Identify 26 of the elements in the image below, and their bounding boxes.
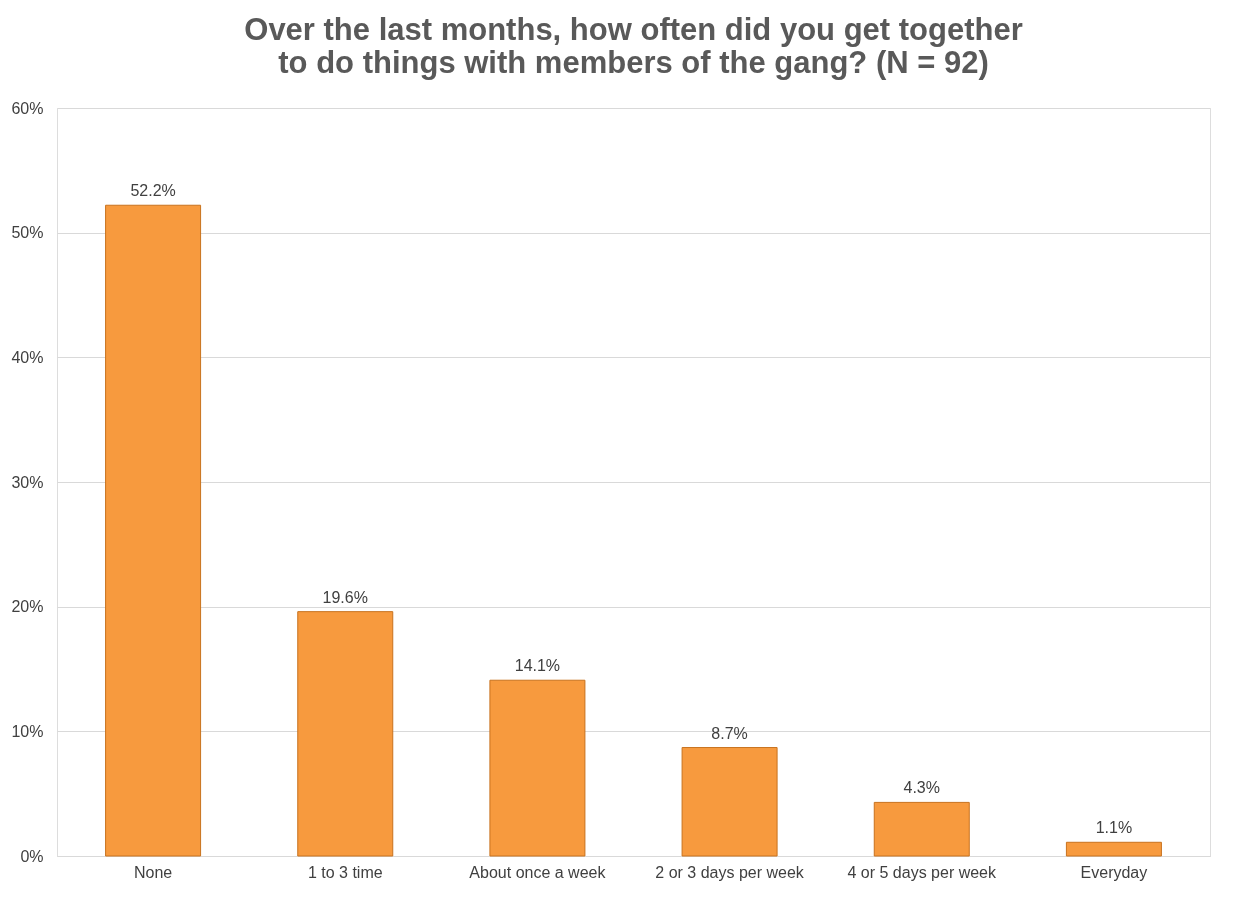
x-tick-label: About once a week bbox=[469, 863, 607, 881]
x-tick-label: 4 or 5 days per week bbox=[847, 863, 998, 881]
y-tick-label: 0% bbox=[20, 847, 44, 865]
data-label: 8.7% bbox=[711, 724, 748, 742]
y-tick-label: 20% bbox=[11, 598, 44, 616]
chart-title: Over the last months, how often did you get together to do things with members of the gang? (N = 92) bbox=[244, 12, 1023, 80]
y-tick-label: 10% bbox=[11, 722, 44, 740]
x-tick-label: 1 to 3 time bbox=[307, 863, 383, 881]
data-label: 14.1% bbox=[514, 657, 561, 675]
y-tick-label: 40% bbox=[11, 348, 44, 366]
x-tick-label: Everyday bbox=[1080, 863, 1148, 881]
data-label: 1.1% bbox=[1095, 819, 1133, 837]
bar bbox=[105, 204, 202, 857]
data-label: 19.6% bbox=[322, 588, 368, 606]
y-tick-label: 50% bbox=[11, 224, 44, 242]
bar bbox=[873, 801, 970, 857]
bar bbox=[489, 679, 586, 857]
bar bbox=[1065, 841, 1162, 857]
y-tick-label: 30% bbox=[11, 473, 44, 491]
data-label: 4.3% bbox=[903, 779, 940, 797]
x-tick-label: None bbox=[133, 863, 173, 881]
data-label: 52.2% bbox=[130, 182, 176, 200]
bar bbox=[681, 747, 778, 857]
x-tick-label: 2 or 3 days per week bbox=[655, 863, 805, 881]
y-tick-label: 60% bbox=[11, 99, 44, 117]
bar bbox=[297, 611, 394, 857]
